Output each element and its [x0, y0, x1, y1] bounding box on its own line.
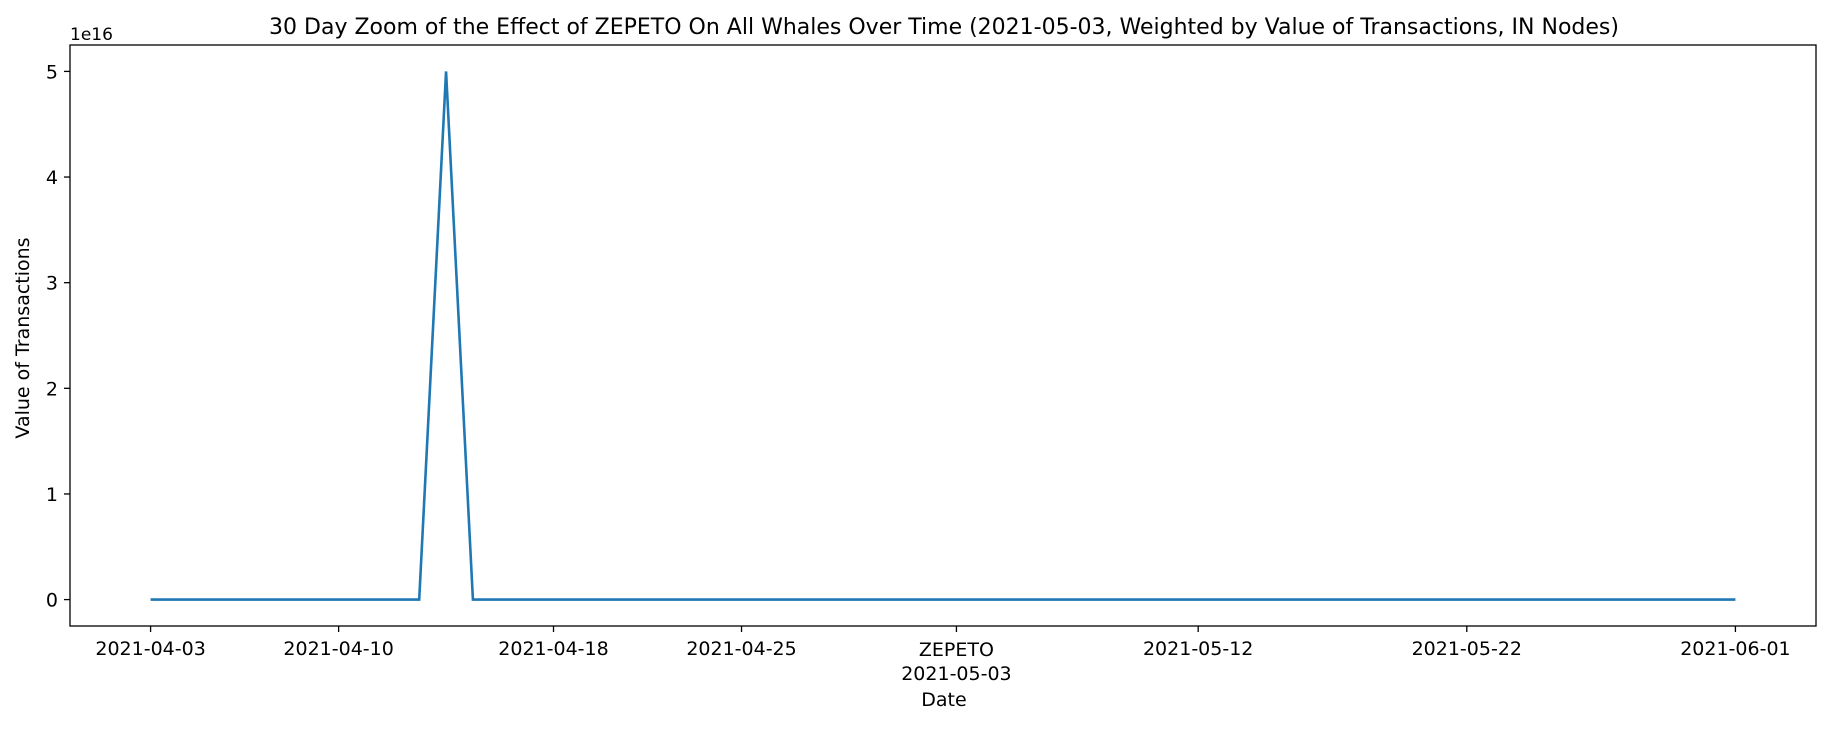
series-layer: [150, 71, 1736, 601]
x-tick-label: 2021-05-12: [1143, 638, 1253, 660]
y-tick-label: 0: [46, 590, 58, 612]
x-axis-label: Date: [921, 689, 966, 711]
chart-title: 30 Day Zoom of the Effect of ZEPETO On A…: [269, 15, 1619, 40]
event-annotation-label: ZEPETO: [919, 639, 994, 661]
y-tick-label: 4: [46, 167, 58, 189]
x-tick-label: 2021-04-18: [498, 638, 608, 660]
x-tick-label: 2021-05-03: [901, 663, 1011, 685]
x-tick-label: 2021-04-03: [95, 638, 205, 660]
axis-ticks: 0 1 2 3 4 5 2021-04-03 2021-04-10 2021-04-18 2021…: [46, 61, 1791, 685]
y-tick-label: 5: [46, 61, 58, 83]
plot-frame: [69, 44, 1817, 627]
x-tick-label: 2021-04-10: [283, 638, 393, 660]
x-tick-label: 2021-05-22: [1412, 638, 1522, 660]
x-tick-label: 2021-06-01: [1680, 638, 1790, 660]
y-tick-label: 1: [46, 484, 58, 506]
y-tick-label: 3: [46, 273, 58, 295]
series-line: [150, 71, 1736, 601]
y-tick-label: 2: [46, 378, 58, 400]
y-axis-label: Value of Transactions: [12, 237, 34, 438]
x-tick-label: 2021-04-25: [686, 638, 796, 660]
y-axis-offset-label: 1e16: [70, 25, 113, 45]
